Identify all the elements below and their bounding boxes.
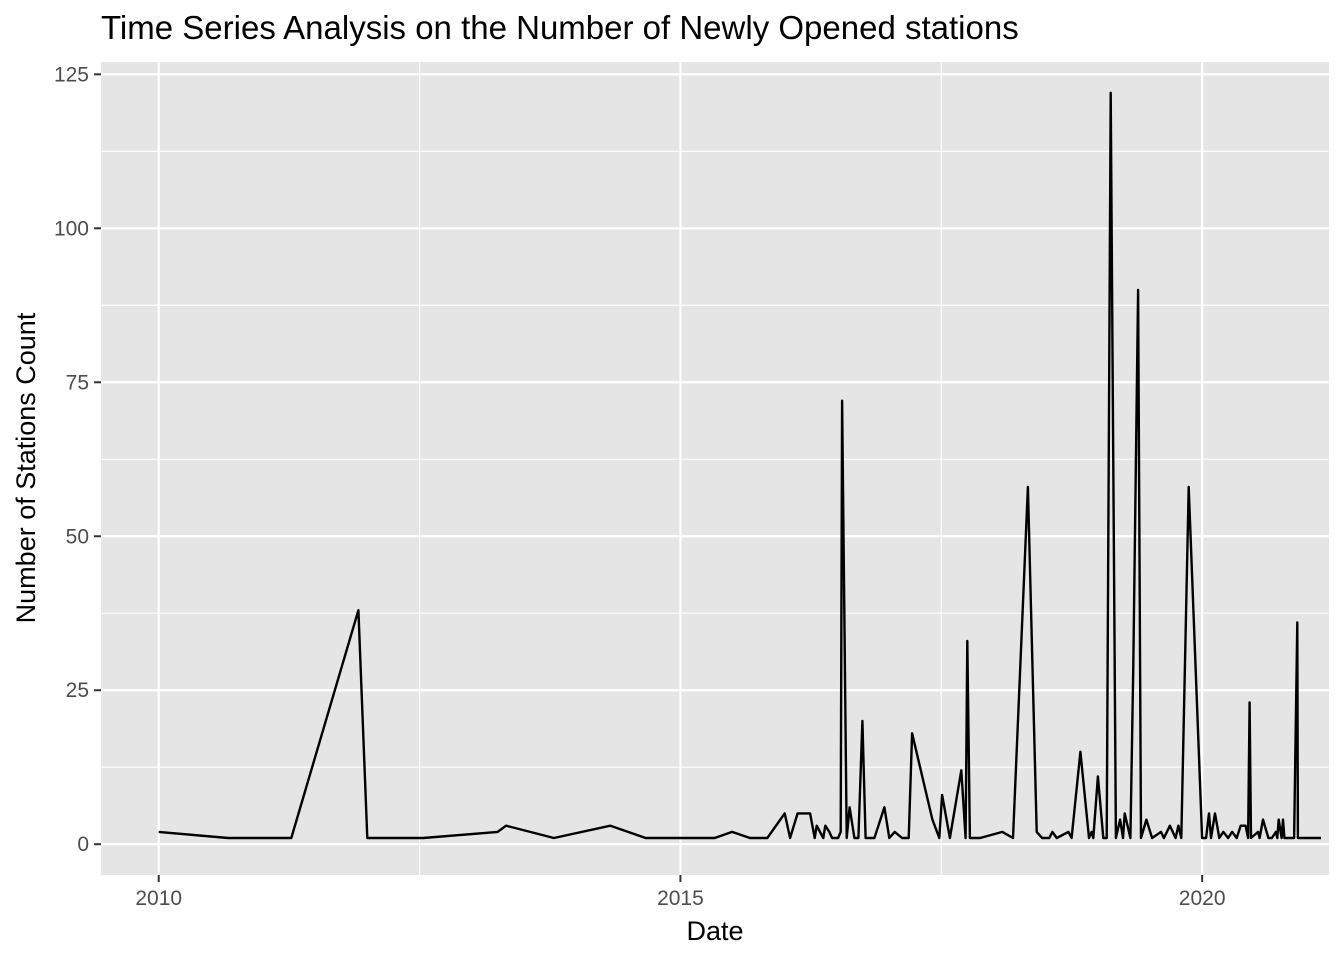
y-axis: 0 25 50 75 100 125: [54, 63, 101, 856]
y-tick-label: 75: [66, 371, 89, 394]
chart-title: Time Series Analysis on the Number of Ne…: [101, 9, 1019, 46]
y-tick-label: 125: [54, 63, 89, 86]
series-line: [158, 91, 1321, 840]
series-layer: [158, 91, 1321, 840]
x-tick-label: 2010: [135, 887, 182, 910]
x-axis: 2010 2015 2020: [135, 875, 1226, 910]
x-tick-label: 2015: [657, 887, 704, 910]
x-tick-label: 2020: [1179, 887, 1226, 910]
y-tick-label: 50: [66, 525, 89, 548]
plot-panel: [101, 62, 1329, 875]
grid-minor: [101, 62, 1329, 875]
grid-major: [101, 62, 1329, 875]
y-axis-title: Number of Stations Count: [11, 312, 41, 623]
y-tick-label: 0: [77, 833, 89, 856]
x-axis-title: Date: [686, 916, 743, 946]
y-tick-label: 100: [54, 217, 89, 240]
y-tick-label: 25: [66, 679, 89, 702]
